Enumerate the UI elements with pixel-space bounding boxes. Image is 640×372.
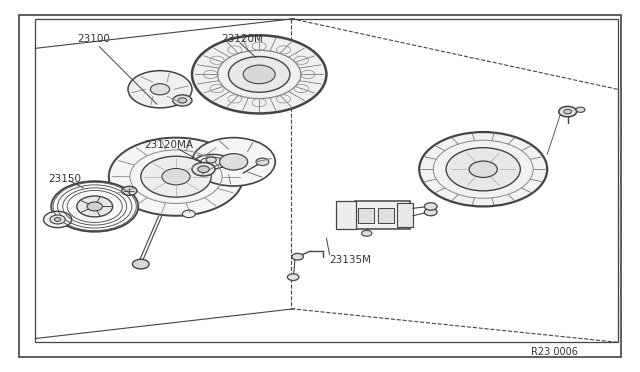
- Circle shape: [256, 158, 269, 166]
- Circle shape: [150, 84, 170, 95]
- Circle shape: [564, 109, 572, 114]
- Circle shape: [162, 169, 190, 185]
- Circle shape: [220, 154, 248, 170]
- Circle shape: [109, 138, 243, 216]
- Circle shape: [50, 215, 65, 224]
- Circle shape: [362, 230, 372, 236]
- Circle shape: [54, 218, 61, 221]
- Bar: [336, 201, 356, 229]
- Circle shape: [243, 65, 275, 84]
- Circle shape: [77, 196, 113, 217]
- Circle shape: [292, 253, 303, 260]
- Text: 23120MA: 23120MA: [144, 140, 193, 150]
- Circle shape: [44, 211, 72, 228]
- Circle shape: [178, 98, 187, 103]
- Circle shape: [182, 210, 195, 218]
- Bar: [35, 19, 618, 342]
- Circle shape: [122, 186, 137, 195]
- Circle shape: [287, 274, 299, 280]
- Text: 23135M: 23135M: [330, 256, 372, 265]
- Text: R23 0006: R23 0006: [531, 347, 578, 356]
- Circle shape: [192, 35, 326, 113]
- Circle shape: [559, 106, 577, 117]
- Circle shape: [206, 157, 216, 163]
- Circle shape: [132, 259, 149, 269]
- Bar: [358, 208, 374, 223]
- Circle shape: [424, 208, 437, 216]
- Circle shape: [228, 57, 290, 92]
- Circle shape: [419, 132, 547, 206]
- Circle shape: [128, 71, 192, 108]
- Circle shape: [424, 203, 437, 210]
- Circle shape: [198, 166, 209, 173]
- Ellipse shape: [194, 154, 228, 169]
- Text: 23150: 23150: [48, 174, 81, 183]
- Circle shape: [51, 181, 138, 232]
- Bar: [378, 208, 394, 223]
- Text: 23120M: 23120M: [221, 34, 262, 44]
- Circle shape: [469, 161, 497, 177]
- Text: 23100: 23100: [77, 34, 109, 44]
- Circle shape: [446, 148, 520, 191]
- Bar: [355, 201, 410, 229]
- Circle shape: [173, 95, 192, 106]
- Circle shape: [192, 138, 275, 186]
- Circle shape: [192, 163, 215, 176]
- Circle shape: [141, 156, 211, 197]
- Circle shape: [87, 202, 102, 211]
- Bar: [397, 203, 413, 227]
- Circle shape: [576, 107, 585, 112]
